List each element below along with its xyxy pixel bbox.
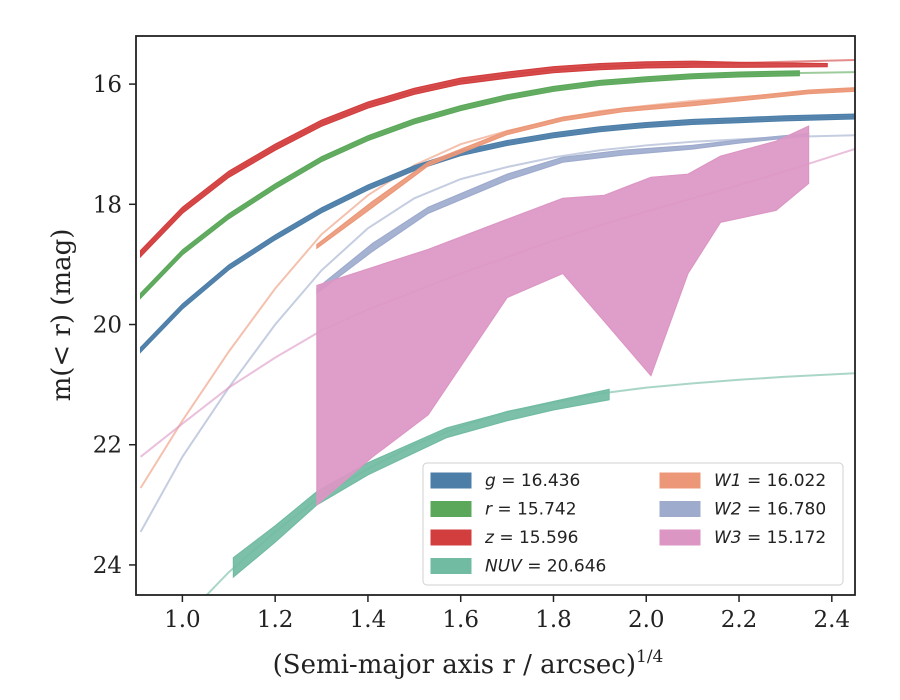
x-tick-label: 2.0 xyxy=(628,607,665,633)
legend-swatch-z xyxy=(430,529,472,546)
profile-band-w3 xyxy=(316,125,810,507)
y-axis-title: m(< r) (mag) xyxy=(47,229,77,402)
legend-value: = 15.742 xyxy=(492,500,577,520)
legend-swatch-w2 xyxy=(659,501,701,517)
legend-label-z: z = 15.596 xyxy=(484,528,578,548)
profile-bands-layer xyxy=(140,60,855,579)
legend-swatch-r xyxy=(430,501,472,517)
x-axis-title-exponent: 1/4 xyxy=(636,647,663,667)
axes-layer: 1.0 1.2 1.4 1.6 1.8 2.0 2.2 2.4 16 18 20 22 24 xyxy=(93,72,850,633)
legend-label-g: g = 16.436 xyxy=(485,471,580,491)
legend-label-w2: W2 = 16.780 xyxy=(714,500,826,520)
legend-swatch-nuv xyxy=(430,558,472,574)
x-tick-label: 1.4 xyxy=(350,607,387,633)
y-tick-label: 22 xyxy=(93,433,122,459)
legend-var: g xyxy=(485,471,496,491)
legend-label-r: r = 15.742 xyxy=(485,500,577,520)
x-tick-label: 2.2 xyxy=(721,607,758,633)
legend-var: NUV xyxy=(485,557,523,577)
y-tick-label: 18 xyxy=(93,192,122,218)
y-tick-label: 24 xyxy=(93,553,122,579)
legend-value: = 15.596 xyxy=(494,528,579,548)
legend-value: = 16.780 xyxy=(742,500,827,520)
x-tick-label: 1.2 xyxy=(257,607,294,633)
legend-swatch-g xyxy=(430,472,472,489)
legend-var: W1 xyxy=(714,471,742,491)
profile-band-g xyxy=(140,113,855,354)
profile-band-w1 xyxy=(316,87,855,250)
x-tick-label: 1.6 xyxy=(442,607,479,633)
x-tick-label: 1.0 xyxy=(164,607,201,633)
legend-value: = 20.646 xyxy=(522,557,607,577)
legend-var: W3 xyxy=(714,528,742,548)
legend-swatch-w3 xyxy=(659,529,701,546)
legend-var: z xyxy=(484,528,495,548)
profile-band-z xyxy=(140,60,828,259)
legend-swatch-w1 xyxy=(659,472,701,489)
x-tick-label: 2.4 xyxy=(814,607,851,633)
legend-var: r xyxy=(485,500,493,520)
legend-var: W2 xyxy=(714,500,742,520)
profile-band-r xyxy=(140,70,800,300)
legend-label-w1: W1 = 16.022 xyxy=(714,471,826,491)
legend-label-nuv: NUV = 20.646 xyxy=(485,557,606,577)
legend-value: = 15.172 xyxy=(742,528,827,548)
y-tick-label: 20 xyxy=(93,313,122,339)
legend-value: = 16.436 xyxy=(496,471,581,491)
x-axis-title: (Semi-major axis r / arcsec)1/4 xyxy=(273,647,664,680)
legend-value: = 16.022 xyxy=(742,471,827,491)
plot-frame xyxy=(135,35,856,596)
legend-label-w3: W3 = 15.172 xyxy=(714,528,826,548)
model-line-w2 xyxy=(139,134,855,533)
legend-box xyxy=(422,462,844,586)
x-tick-label: 1.8 xyxy=(535,607,572,633)
y-tick-label: 16 xyxy=(93,72,122,98)
